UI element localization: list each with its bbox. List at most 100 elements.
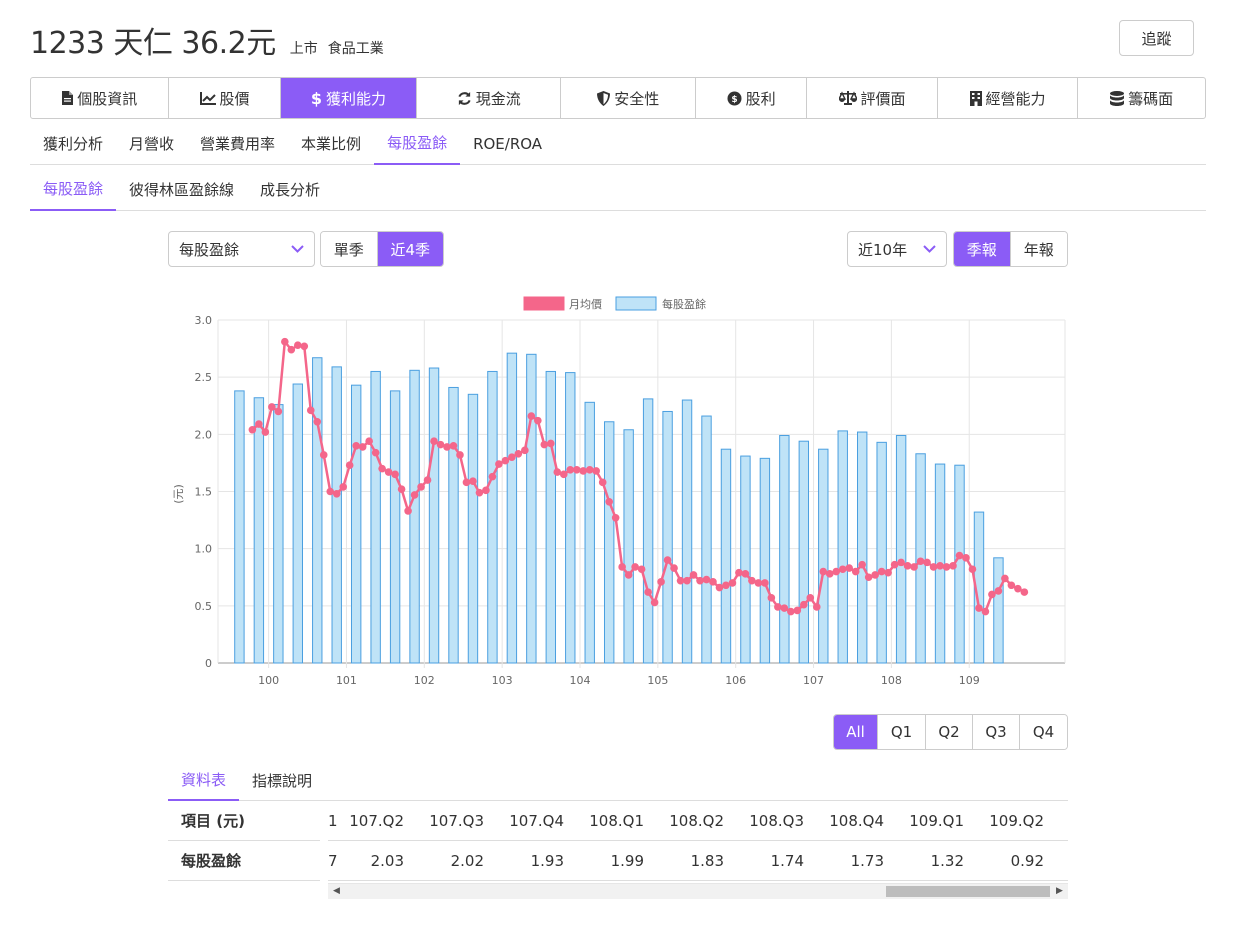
range-select[interactable]: 近10年 xyxy=(847,231,947,267)
price-point xyxy=(910,563,918,571)
quarter-filter: All Q1 Q2 Q3 Q4 xyxy=(833,714,1068,750)
tab-stock-info[interactable]: 個股資訊 xyxy=(31,78,170,118)
price-point xyxy=(326,487,335,496)
price-point xyxy=(443,443,451,451)
table-cell: 0.92 xyxy=(1010,851,1044,870)
price-point xyxy=(365,437,373,445)
price-point xyxy=(851,567,860,576)
price-point xyxy=(618,563,626,571)
follow-button[interactable]: 追蹤 xyxy=(1119,20,1194,56)
price-point xyxy=(255,420,263,428)
tab-operation[interactable]: 經營能力 xyxy=(938,78,1079,118)
eps-bar xyxy=(642,398,654,664)
price-point xyxy=(313,417,322,426)
filter-all-button[interactable]: All xyxy=(834,715,878,749)
subtab2-growth[interactable]: 成長分析 xyxy=(260,181,321,199)
table-scroll-area[interactable]: 1 107.Q2 107.Q3 107.Q4 108.Q1 108.Q2 108.Q3 10… xyxy=(328,801,1068,883)
table-header-row: 1 107.Q2 107.Q3 107.Q4 108.Q1 108.Q2 108.Q3 10… xyxy=(328,801,1068,841)
subtab-eps[interactable]: 每股盈餘 xyxy=(374,122,461,165)
legend-swatch-eps xyxy=(615,296,657,311)
subtab-core-ratio[interactable]: 本業比例 xyxy=(301,135,362,153)
price-point xyxy=(391,470,399,479)
quarterly-report-button[interactable]: 季報 xyxy=(954,232,1011,266)
price-point xyxy=(430,437,438,445)
subtab-profit-analysis[interactable]: 獲利分析 xyxy=(43,135,104,153)
price-point xyxy=(825,570,834,578)
report-toggle: 季報 年報 xyxy=(953,231,1068,267)
price-point xyxy=(644,588,652,596)
table-cell: 2.02 xyxy=(450,851,484,870)
eps-bar xyxy=(428,367,440,664)
tab-data-table[interactable]: 資料表 xyxy=(168,760,240,801)
eps-bar xyxy=(779,434,790,664)
chevron-down-icon xyxy=(291,242,304,257)
price-point xyxy=(410,491,419,499)
scroll-left-icon[interactable]: ◀ xyxy=(333,886,340,896)
price-point xyxy=(774,603,782,611)
price-point xyxy=(456,451,464,459)
tab-profitability[interactable]: $ 獲利能力 xyxy=(280,78,418,118)
eps-bar xyxy=(253,397,265,664)
y-tick-label: 1.0 xyxy=(195,543,213,556)
eps-bar xyxy=(798,440,810,664)
tab-price[interactable]: 股價 xyxy=(169,78,281,118)
scroll-right-icon[interactable]: ▶ xyxy=(1056,886,1063,896)
price-point xyxy=(462,478,471,487)
eps-bar xyxy=(292,383,303,664)
price-point xyxy=(858,560,866,569)
subtab2-eps[interactable]: 每股盈餘 xyxy=(30,168,117,211)
price-point xyxy=(871,571,879,579)
tab-safety[interactable]: 安全性 xyxy=(561,78,697,118)
metric-select-value: 每股盈餘 xyxy=(179,240,240,259)
tab-cashflow[interactable]: 現金流 xyxy=(417,78,562,118)
price-point xyxy=(345,461,354,470)
eps-bar xyxy=(993,557,1004,664)
tab-dividend[interactable]: $ 股利 xyxy=(696,78,808,118)
table-row-labels: 項目 (元) 每股盈餘 xyxy=(168,801,320,881)
tab-valuation[interactable]: 評價面 xyxy=(807,78,938,118)
eps-bar xyxy=(740,455,751,664)
price-point xyxy=(508,453,516,461)
price-point xyxy=(534,416,542,425)
eps-bar xyxy=(389,390,401,664)
price-point xyxy=(735,568,743,577)
subtab-roe-roa[interactable]: ROE/ROA xyxy=(473,134,543,153)
price-point xyxy=(371,448,380,457)
y-tick-label: 3.0 xyxy=(195,314,213,327)
subtab2-peter-lynch[interactable]: 彼得林區盈餘線 xyxy=(129,181,235,199)
dollar-icon: $ xyxy=(310,88,322,108)
price-point xyxy=(994,587,1003,595)
price-point xyxy=(709,578,717,586)
subtab-expense-ratio[interactable]: 營業費用率 xyxy=(200,135,276,153)
y-axis: 0 0.5 1.0 1.5 2.0 2.5 3.0 xyxy=(195,314,213,670)
price-point xyxy=(592,467,601,475)
price-point xyxy=(482,486,490,495)
price-point xyxy=(799,600,808,609)
price-point xyxy=(475,488,484,497)
price-point xyxy=(761,579,769,587)
price-point xyxy=(384,468,393,476)
price-point xyxy=(968,565,977,574)
filter-q1-button[interactable]: Q1 xyxy=(878,715,926,749)
subtab-monthly-revenue[interactable]: 月營收 xyxy=(129,135,175,153)
row-label-item: 項目 (元) xyxy=(168,801,320,841)
scrollbar-thumb[interactable] xyxy=(886,886,1050,897)
y-tick-label: 2.5 xyxy=(195,371,213,384)
filter-q3-button[interactable]: Q3 xyxy=(973,715,1020,749)
industry-label: 食品工業 xyxy=(327,41,384,57)
filter-q2-button[interactable]: Q2 xyxy=(926,715,973,749)
price-point xyxy=(248,425,257,434)
annual-report-button[interactable]: 年報 xyxy=(1010,232,1067,266)
chevron-down-icon xyxy=(923,242,936,257)
price-point xyxy=(936,562,944,570)
filter-q4-button[interactable]: Q4 xyxy=(1020,715,1067,749)
price-point xyxy=(546,439,555,448)
tab-chips[interactable]: 籌碼面 xyxy=(1078,78,1205,118)
horizontal-scrollbar[interactable]: ◀ ▶ xyxy=(328,883,1068,899)
tab-indicator-desc[interactable]: 指標說明 xyxy=(252,772,313,790)
single-quarter-button[interactable]: 單季 xyxy=(321,232,378,266)
y-tick-label: 0 xyxy=(205,657,212,670)
metric-select[interactable]: 每股盈餘 xyxy=(168,231,315,267)
sub-tab-bar: 獲利分析 月營收 營業費用率 本業比例 每股盈餘 ROE/ROA xyxy=(30,122,1206,165)
last-4-quarters-button[interactable]: 近4季 xyxy=(377,232,443,266)
